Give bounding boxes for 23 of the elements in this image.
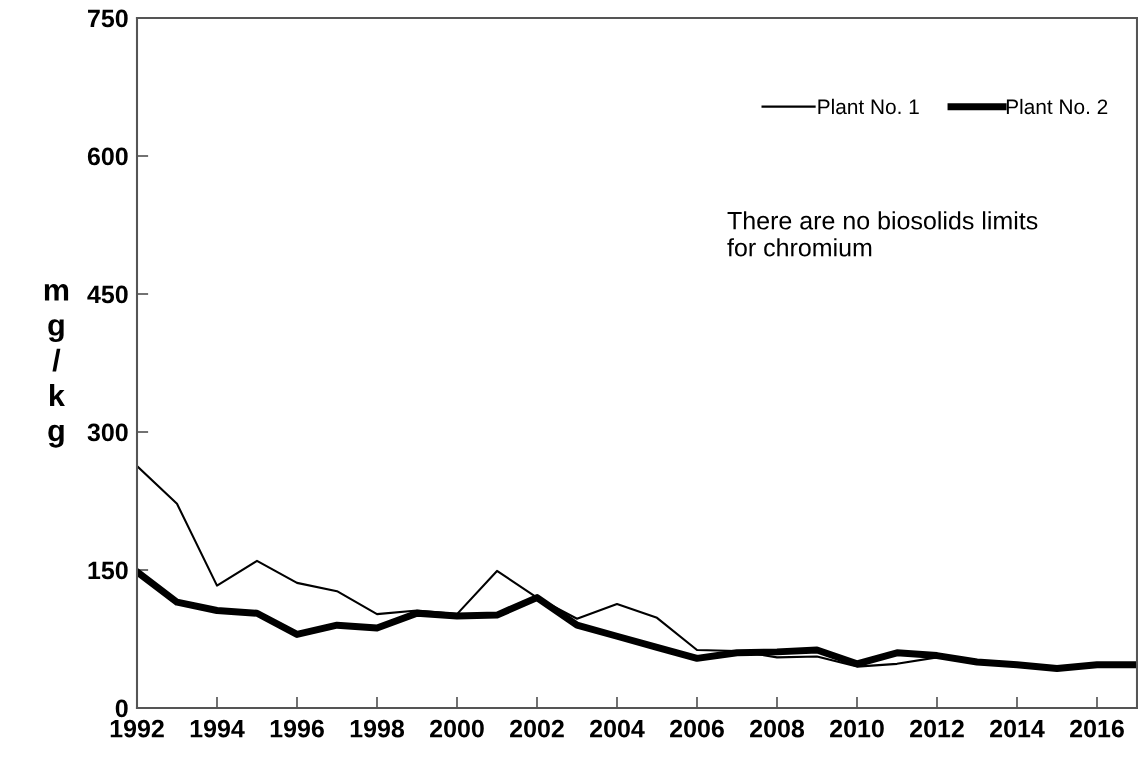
y-tick-label: 600 bbox=[87, 147, 128, 166]
x-tick-label: 2012 bbox=[910, 719, 964, 738]
x-tick-label: 1992 bbox=[110, 719, 164, 738]
x-tick-label: 2008 bbox=[750, 719, 805, 738]
x-tick-label: 1996 bbox=[270, 719, 324, 738]
x-tick-label: 2000 bbox=[430, 719, 484, 738]
x-tick-label: 2004 bbox=[590, 719, 645, 738]
y-tick-label: 150 bbox=[88, 561, 128, 580]
y-axis-title: mg/kg bbox=[44, 284, 69, 448]
x-tick-label: 2010 bbox=[830, 719, 884, 738]
x-tick-label: 2006 bbox=[670, 719, 724, 738]
y-tick-label: 750 bbox=[88, 9, 128, 28]
x-tick-label: 2002 bbox=[510, 719, 564, 738]
x-tick-label: 2014 bbox=[990, 719, 1045, 738]
y-tick-label: 0 bbox=[115, 699, 128, 718]
y-tick-label: 300 bbox=[87, 423, 128, 442]
legend-label: Plant No. 2 bbox=[1006, 98, 1108, 115]
x-tick-label: 2016 bbox=[1070, 719, 1124, 738]
y-tick-label: 450 bbox=[87, 285, 128, 304]
legend-label: Plant No. 1 bbox=[818, 98, 919, 115]
x-tick-label: 1998 bbox=[350, 719, 405, 738]
annotation: There are no biosolids limits for chromium bbox=[727, 211, 1038, 257]
x-tick-label: 1994 bbox=[190, 719, 245, 738]
